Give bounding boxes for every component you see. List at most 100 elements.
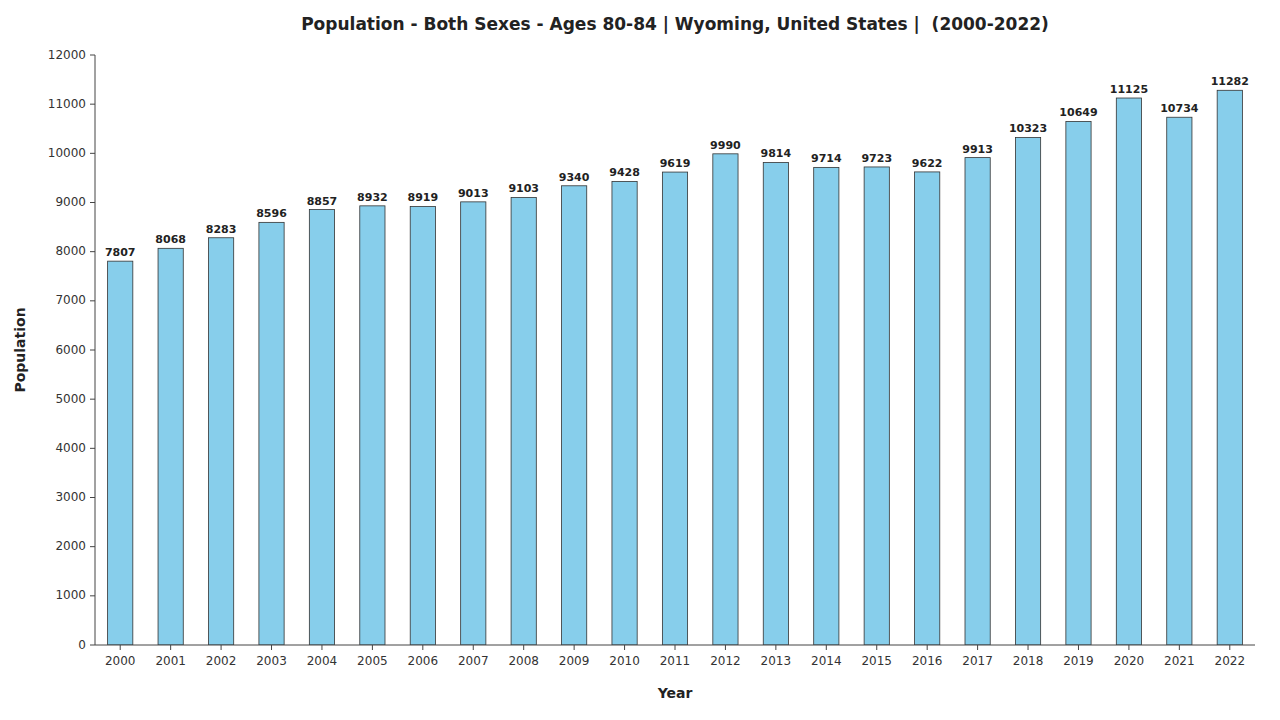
x-tick (170, 645, 171, 650)
bar (511, 197, 536, 645)
data-label: 9103 (508, 182, 539, 195)
x-tick-label: 2002 (206, 654, 237, 668)
data-label: 9428 (609, 166, 640, 179)
x-tick-label: 2008 (508, 654, 539, 668)
x-tick (826, 645, 827, 650)
x-tick (120, 645, 121, 650)
x-tick (1179, 645, 1180, 650)
x-tick-label: 2015 (861, 654, 892, 668)
bar (410, 206, 435, 645)
x-tick-label: 2004 (307, 654, 338, 668)
bar (108, 261, 133, 645)
y-tick (90, 546, 95, 547)
y-tick-label: 10000 (48, 146, 86, 160)
chart-svg: 0100020003000400050006000700080009000100… (0, 0, 1280, 720)
x-tick-label: 2011 (660, 654, 691, 668)
data-label: 9814 (761, 147, 792, 160)
bar (208, 238, 233, 645)
x-tick (725, 645, 726, 650)
x-tick (422, 645, 423, 650)
bar (158, 248, 183, 645)
x-tick-label: 2003 (256, 654, 287, 668)
x-tick (624, 645, 625, 650)
x-tick-label: 2001 (155, 654, 186, 668)
data-label: 9619 (660, 157, 691, 170)
bar (1217, 90, 1242, 645)
x-tick (977, 645, 978, 650)
bar (814, 167, 839, 645)
axes: 0100020003000400050006000700080009000100… (48, 48, 1255, 669)
bar (562, 186, 587, 645)
data-labels: 7807806882838596885789328919901391039340… (105, 75, 1249, 259)
data-label: 9714 (811, 152, 842, 165)
y-tick-label: 4000 (55, 441, 86, 455)
bar (360, 206, 385, 645)
x-tick-label: 2020 (1114, 654, 1145, 668)
x-tick-label: 2022 (1215, 654, 1246, 668)
x-tick (574, 645, 575, 650)
bar (1066, 121, 1091, 645)
x-tick-label: 2018 (1013, 654, 1044, 668)
y-tick (90, 55, 95, 56)
y-tick (90, 104, 95, 105)
x-tick-label: 2019 (1063, 654, 1094, 668)
x-axis-label: Year (657, 685, 693, 701)
x-tick (321, 645, 322, 650)
bar (662, 172, 687, 645)
x-tick (271, 645, 272, 650)
y-tick (90, 595, 95, 596)
data-label: 9340 (559, 171, 590, 184)
bar (1167, 117, 1192, 645)
data-label: 9013 (458, 187, 489, 200)
bar (713, 154, 738, 645)
data-label: 9723 (861, 152, 892, 165)
y-tick-label: 0 (78, 638, 86, 652)
x-tick (675, 645, 676, 650)
y-tick (90, 251, 95, 252)
x-tick-label: 2014 (811, 654, 842, 668)
bar (864, 167, 889, 645)
data-label: 9622 (912, 157, 943, 170)
y-tick-label: 2000 (55, 539, 86, 553)
x-tick-label: 2016 (912, 654, 943, 668)
x-tick-label: 2010 (609, 654, 640, 668)
data-label: 8068 (155, 233, 186, 246)
x-tick (473, 645, 474, 650)
y-tick (90, 202, 95, 203)
y-tick-label: 6000 (55, 343, 86, 357)
x-tick-label: 2005 (357, 654, 388, 668)
x-tick-label: 2006 (408, 654, 439, 668)
x-tick-label: 2009 (559, 654, 590, 668)
y-tick (90, 153, 95, 154)
data-label: 10649 (1059, 106, 1097, 119)
x-tick (876, 645, 877, 650)
bar (915, 172, 940, 645)
data-label: 7807 (105, 246, 136, 259)
y-tick-label: 9000 (55, 195, 86, 209)
data-label: 10734 (1160, 102, 1199, 115)
data-label: 10323 (1009, 122, 1047, 135)
y-tick-label: 1000 (55, 588, 86, 602)
data-label: 9913 (962, 143, 993, 156)
y-tick-label: 11000 (48, 97, 86, 111)
x-tick (1229, 645, 1230, 650)
y-tick (90, 399, 95, 400)
bar (461, 202, 486, 645)
x-tick-label: 2000 (105, 654, 136, 668)
data-label: 9990 (710, 139, 741, 152)
y-tick-label: 5000 (55, 392, 86, 406)
x-tick (221, 645, 222, 650)
x-tick (1028, 645, 1029, 650)
x-tick-label: 2021 (1164, 654, 1195, 668)
y-tick-label: 3000 (55, 490, 86, 504)
y-tick (90, 448, 95, 449)
y-tick-label: 8000 (55, 244, 86, 258)
data-label: 11282 (1211, 75, 1249, 88)
x-tick-label: 2017 (962, 654, 993, 668)
bar (612, 181, 637, 645)
data-label: 8283 (206, 223, 237, 236)
data-label: 8919 (408, 191, 439, 204)
bar (1015, 137, 1040, 645)
y-axis-label: Population (12, 307, 28, 392)
data-label: 8857 (307, 195, 338, 208)
